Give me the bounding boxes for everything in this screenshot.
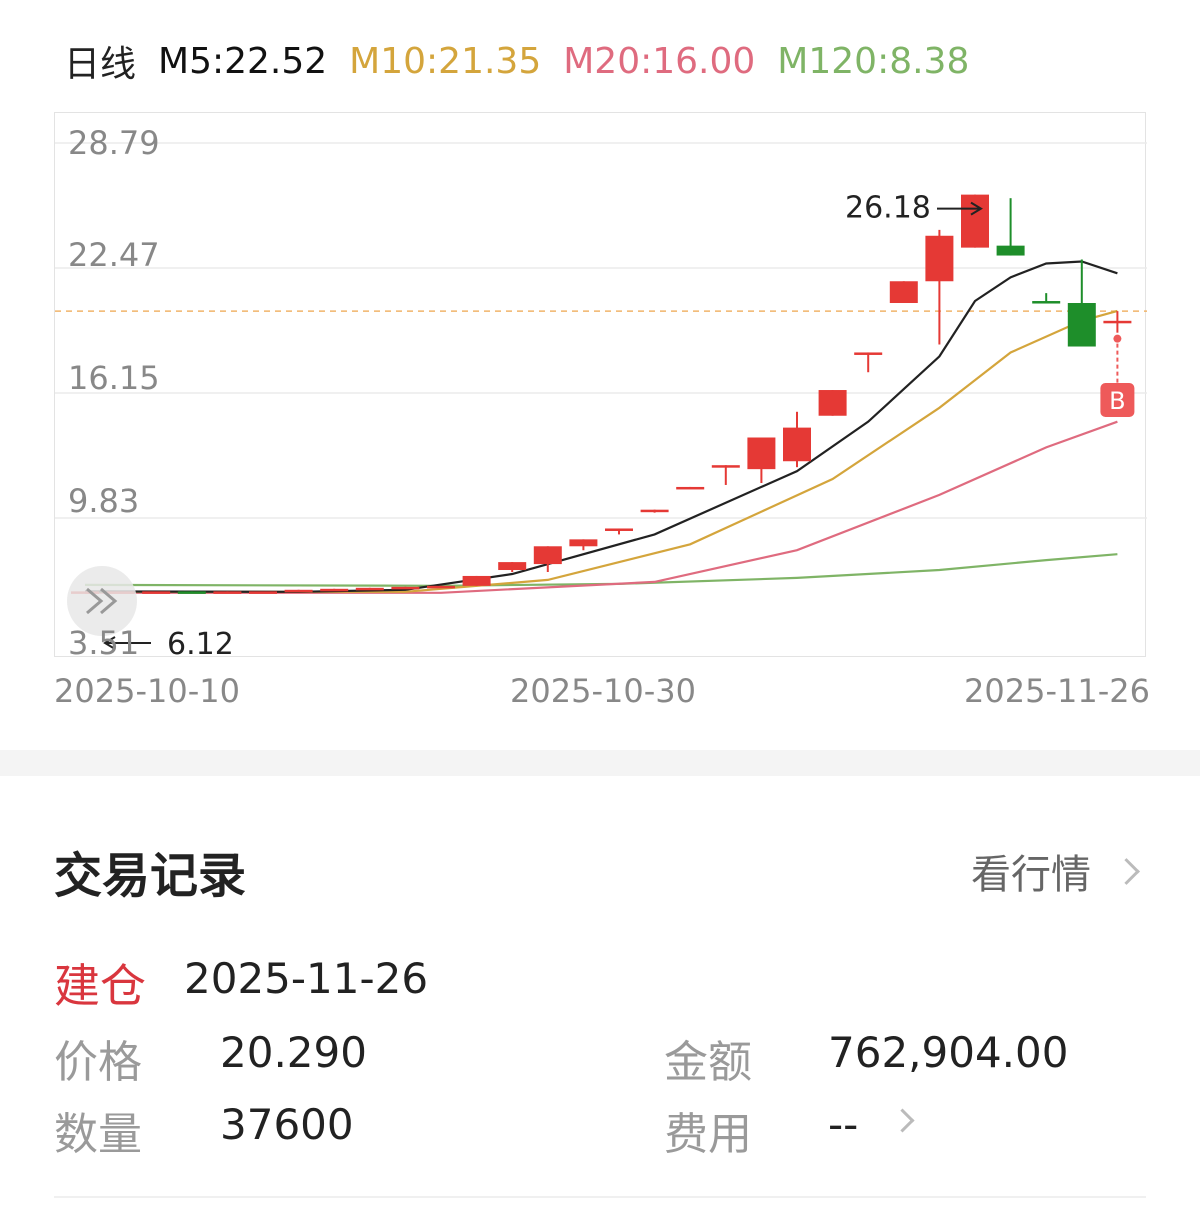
candle-body <box>177 591 206 594</box>
ma20-line <box>85 420 1118 594</box>
ma5-value: M5:22.52 <box>158 40 328 82</box>
ma5-line <box>84 260 1118 593</box>
kline-chart[interactable]: 26.18 6.12 B <box>54 112 1147 658</box>
ma10-value: M10:21.35 <box>349 40 542 82</box>
y-tick-label: 28.79 <box>68 124 160 162</box>
candle-body <box>747 437 776 470</box>
candle-body <box>533 546 562 565</box>
ma20-value: M20:16.00 <box>563 40 756 82</box>
candle-body <box>711 465 740 468</box>
low-price-label: 6.12 <box>167 627 234 658</box>
period-label[interactable]: 日线 <box>64 44 137 85</box>
candle-body <box>249 591 277 594</box>
fee-label: 费用 <box>664 1109 752 1160</box>
candle-body <box>640 509 669 513</box>
candle-body <box>854 352 883 355</box>
x-tick-label: 2025-10-30 <box>510 672 696 710</box>
candle-body <box>783 427 811 462</box>
fee-value[interactable]: -- <box>828 1100 859 1149</box>
high-price-label: 26.18 <box>845 191 931 226</box>
double-chevron-icon <box>86 587 118 615</box>
quantity-label: 数量 <box>54 1109 142 1160</box>
chevron-right-icon <box>1113 857 1140 885</box>
view-quote-label: 看行情 <box>971 852 1091 898</box>
candle-body <box>961 194 989 248</box>
candle-body <box>320 588 349 592</box>
view-quote-link[interactable]: 看行情 <box>971 842 1142 900</box>
quantity-value: 37600 <box>220 1100 354 1149</box>
candle-body <box>355 587 384 591</box>
buy-marker-dot <box>1113 334 1122 343</box>
candle-body <box>284 589 313 593</box>
ma-legend: 日线 M5:22.52 M10:21.35 M20:16.00 M120:8.3… <box>64 36 991 86</box>
high-arrow-head-icon <box>970 201 983 216</box>
candle-body <box>213 591 242 594</box>
fee-chevron-icon[interactable] <box>890 1108 915 1133</box>
price-label: 价格 <box>54 1037 142 1088</box>
trade-date: 2025-11-26 <box>184 954 429 1003</box>
bottom-divider <box>54 1196 1146 1198</box>
x-tick-label: 2025-11-26 <box>964 672 1150 710</box>
amount-label: 金额 <box>664 1037 752 1088</box>
candle-body <box>676 486 705 490</box>
trade-record-title: 交易记录 <box>54 848 247 904</box>
y-tick-label: 16.15 <box>68 359 160 397</box>
kline-svg: 26.18 6.12 B <box>55 142 1147 658</box>
candle-body <box>569 539 598 547</box>
amount-value: 762,904.00 <box>828 1028 1069 1077</box>
candle-body <box>605 528 633 531</box>
candle-body <box>818 390 847 416</box>
price-value: 20.290 <box>220 1028 367 1077</box>
candle-body <box>391 586 420 590</box>
candle-body <box>925 235 954 282</box>
low-arrow-head-icon <box>103 636 116 650</box>
candle-body <box>462 575 491 586</box>
ma120-value: M120:8.38 <box>777 40 970 82</box>
candle-body <box>1103 320 1132 324</box>
buy-marker-badge <box>1100 383 1135 417</box>
buy-marker-label: B <box>1109 387 1125 415</box>
candle-body <box>889 281 918 304</box>
candle-body <box>1032 301 1061 304</box>
ma120-line <box>84 553 1118 587</box>
y-tick-label: 22.47 <box>68 236 160 274</box>
candle-body <box>427 585 455 589</box>
section-divider <box>0 750 1200 776</box>
y-tick-label: 9.83 <box>68 482 140 520</box>
x-tick-label: 2025-10-10 <box>54 672 240 710</box>
candle-body <box>142 591 171 594</box>
candle-body <box>996 245 1025 256</box>
trade-type-label: 建仓 <box>54 959 146 1013</box>
candle-body <box>1067 303 1096 347</box>
candle-body <box>498 562 527 571</box>
y-tick-label: 3.51 <box>68 624 140 662</box>
